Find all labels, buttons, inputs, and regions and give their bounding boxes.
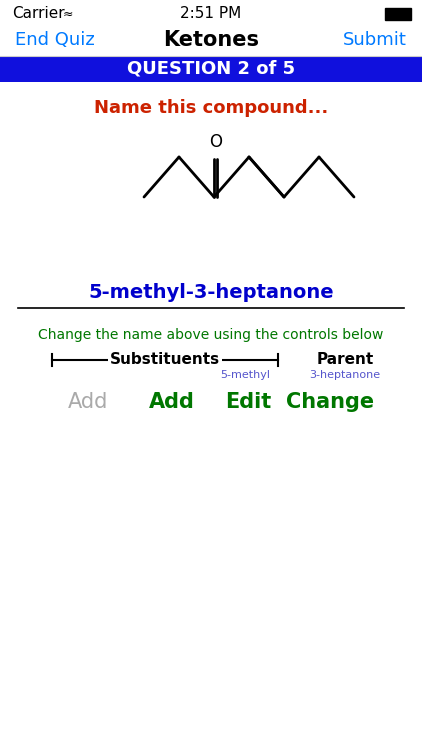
Text: 3-heptanone: 3-heptanone xyxy=(309,370,381,380)
Text: Parent: Parent xyxy=(316,352,373,368)
Text: End Quiz: End Quiz xyxy=(15,31,95,49)
Text: Name this compound...: Name this compound... xyxy=(94,99,328,117)
Text: Submit: Submit xyxy=(343,31,407,49)
FancyBboxPatch shape xyxy=(385,8,411,20)
Text: Ketones: Ketones xyxy=(163,30,259,50)
Text: Change the name above using the controls below: Change the name above using the controls… xyxy=(38,328,384,342)
Text: O: O xyxy=(209,133,222,151)
Text: Carrier: Carrier xyxy=(12,7,65,22)
Text: 5-methyl-3-heptanone: 5-methyl-3-heptanone xyxy=(88,283,334,302)
Text: Change: Change xyxy=(286,392,374,412)
Text: Add: Add xyxy=(149,392,195,412)
Text: QUESTION 2 of 5: QUESTION 2 of 5 xyxy=(127,60,295,78)
FancyBboxPatch shape xyxy=(0,56,422,82)
Text: ≈: ≈ xyxy=(63,8,73,20)
Text: 5-methyl: 5-methyl xyxy=(220,370,270,380)
Text: Substituents: Substituents xyxy=(110,352,220,368)
Text: Add: Add xyxy=(68,392,108,412)
Text: Edit: Edit xyxy=(225,392,271,412)
Text: 2:51 PM: 2:51 PM xyxy=(180,7,242,22)
